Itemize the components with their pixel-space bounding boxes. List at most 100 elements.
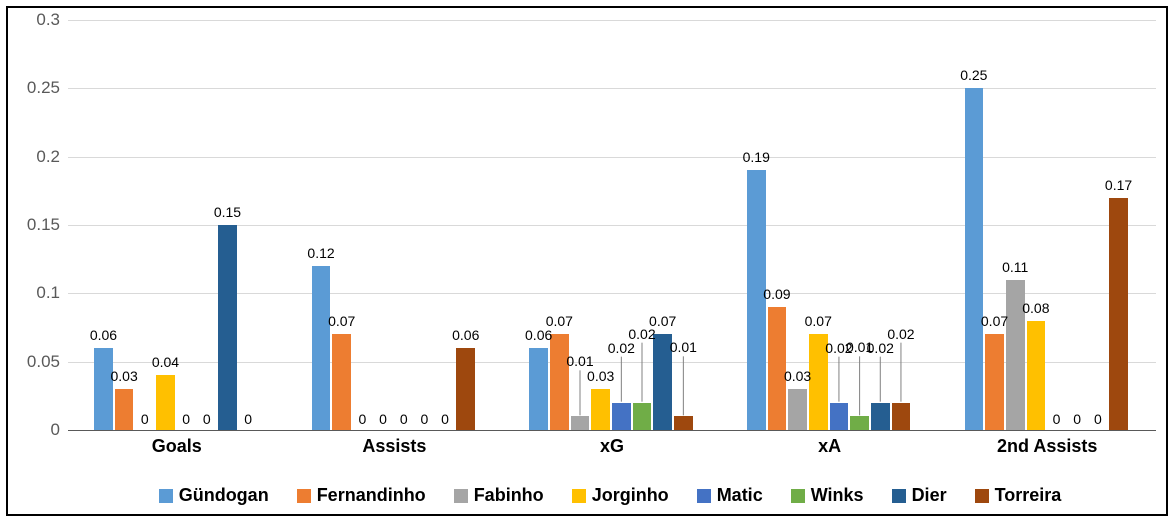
- legend-swatch: [975, 489, 989, 503]
- legend-label: Fabinho: [474, 485, 544, 506]
- legend-swatch: [697, 489, 711, 503]
- value-label: 0.25: [960, 68, 987, 82]
- legend-label: Jorginho: [592, 485, 669, 506]
- gridline: [68, 430, 1156, 431]
- legend-label: Dier: [912, 485, 947, 506]
- ytick-label: 0.3: [36, 10, 60, 30]
- bar: [892, 403, 911, 430]
- value-label: 0: [182, 412, 190, 426]
- legend-item: Torreira: [975, 485, 1062, 506]
- chart-frame: 0 0.05 0.1 0.15 0.2 0.25 0.3 Goals 0.06 0.03 0 0.04…: [6, 6, 1168, 516]
- gridline: [68, 157, 1156, 158]
- value-label: 0: [244, 412, 252, 426]
- bar: [312, 266, 331, 430]
- ytick-label: 0.2: [36, 147, 60, 167]
- xcat-label: xG: [600, 436, 624, 457]
- value-label: 0.02: [887, 327, 914, 341]
- value-label: 0: [400, 412, 408, 426]
- bar: [218, 225, 237, 430]
- value-label: 0.02: [867, 341, 894, 355]
- value-label: 0.01: [670, 340, 697, 354]
- legend-label: Winks: [811, 485, 864, 506]
- bar: [871, 403, 890, 430]
- value-label: 0.03: [110, 369, 137, 383]
- value-label: 0.17: [1105, 178, 1132, 192]
- legend-item: Fernandinho: [297, 485, 426, 506]
- value-label: 0: [203, 412, 211, 426]
- bar: [456, 348, 475, 430]
- legend-item: Dier: [892, 485, 947, 506]
- value-label: 0: [141, 412, 149, 426]
- chart-container: 0 0.05 0.1 0.15 0.2 0.25 0.3 Goals 0.06 0.03 0 0.04…: [0, 0, 1176, 523]
- legend-swatch: [892, 489, 906, 503]
- value-label: 0.03: [784, 369, 811, 383]
- value-label: 0.01: [566, 354, 593, 368]
- value-label: 0.11: [1002, 260, 1028, 274]
- value-label: 0.19: [743, 150, 770, 164]
- value-label: 0.06: [452, 328, 479, 342]
- value-label: 0.04: [152, 355, 179, 369]
- value-label: 0.07: [805, 314, 832, 328]
- legend-label: Fernandinho: [317, 485, 426, 506]
- value-label: 0.07: [328, 314, 355, 328]
- bar: [965, 88, 984, 430]
- legend-item: Jorginho: [572, 485, 669, 506]
- bar: [529, 348, 548, 430]
- ytick-label: 0.05: [27, 352, 60, 372]
- bar: [788, 389, 807, 430]
- gridline: [68, 20, 1156, 21]
- value-label: 0: [1053, 412, 1061, 426]
- value-label: 0.12: [307, 246, 334, 260]
- legend-swatch: [572, 489, 586, 503]
- legend-swatch: [159, 489, 173, 503]
- ytick-label: 0.1: [36, 283, 60, 303]
- legend-label: Matic: [717, 485, 763, 506]
- bar: [332, 334, 351, 430]
- value-label: 0.06: [90, 328, 117, 342]
- legend-item: Fabinho: [454, 485, 544, 506]
- legend-item: Matic: [697, 485, 763, 506]
- value-label: 0: [379, 412, 387, 426]
- value-label: 0.09: [763, 287, 790, 301]
- bar: [985, 334, 1004, 430]
- xcat-label: Goals: [152, 436, 202, 457]
- value-label: 0.07: [546, 314, 573, 328]
- xcat-label: Assists: [362, 436, 426, 457]
- ytick-label: 0: [51, 420, 60, 440]
- value-label: 0: [441, 412, 449, 426]
- value-label: 0.03: [587, 369, 614, 383]
- bar: [550, 334, 569, 430]
- value-label: 0.02: [608, 341, 635, 355]
- gridline: [68, 88, 1156, 89]
- legend: Gündogan Fernandinho Fabinho Jorginho Matic W…: [68, 485, 1152, 506]
- bar: [612, 403, 631, 430]
- bar: [156, 375, 175, 430]
- bar: [1027, 321, 1046, 430]
- legend-label: Gündogan: [179, 485, 269, 506]
- xcat-label: xA: [818, 436, 841, 457]
- legend-swatch: [791, 489, 805, 503]
- bar: [1109, 198, 1128, 430]
- value-label: 0.08: [1022, 301, 1049, 315]
- value-label: 0: [358, 412, 366, 426]
- legend-label: Torreira: [995, 485, 1062, 506]
- value-label: 0: [1073, 412, 1081, 426]
- bar: [830, 403, 849, 430]
- legend-item: Gündogan: [159, 485, 269, 506]
- ytick-label: 0.15: [27, 215, 60, 235]
- bar: [633, 403, 652, 430]
- value-label: 0.07: [981, 314, 1008, 328]
- legend-item: Winks: [791, 485, 864, 506]
- bar: [115, 389, 134, 430]
- bar: [591, 389, 610, 430]
- legend-swatch: [297, 489, 311, 503]
- ytick-label: 0.25: [27, 78, 60, 98]
- xcat-label: 2nd Assists: [997, 436, 1097, 457]
- value-label: 0: [421, 412, 429, 426]
- value-label: 0: [1094, 412, 1102, 426]
- value-label: 0.06: [525, 328, 552, 342]
- bar: [850, 416, 869, 430]
- bar: [571, 416, 590, 430]
- value-label: 0.15: [214, 205, 241, 219]
- bar: [674, 416, 693, 430]
